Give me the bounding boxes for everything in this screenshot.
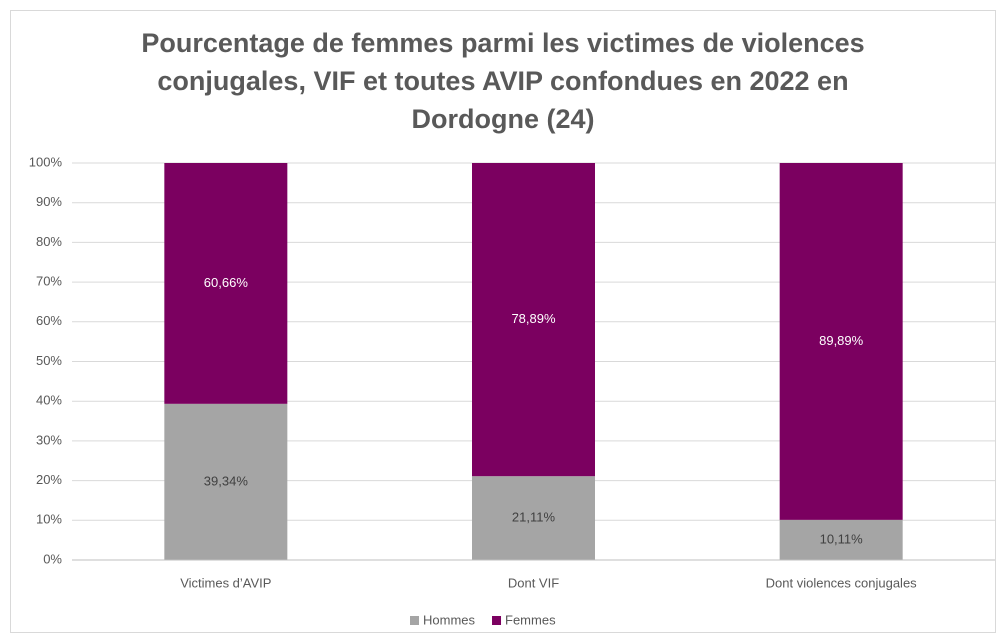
y-tick-label: 30% xyxy=(36,432,62,447)
bar-segment xyxy=(472,476,595,560)
data-label: 60,66% xyxy=(204,275,249,290)
y-tick-label: 60% xyxy=(36,313,62,328)
data-label: 10,11% xyxy=(820,531,864,546)
y-tick-label: 10% xyxy=(36,512,62,527)
bar-segment xyxy=(779,163,903,520)
y-tick-label: 100% xyxy=(29,154,63,169)
data-label: 78,89% xyxy=(511,311,556,326)
x-tick-label: Dont violences conjugales xyxy=(766,575,918,590)
y-tick-label: 20% xyxy=(36,472,62,487)
y-tick-label: 70% xyxy=(36,274,62,289)
data-label: 21,11% xyxy=(512,510,556,525)
data-label: 39,34% xyxy=(204,473,249,488)
x-tick-label: Dont VIF xyxy=(508,575,559,590)
chart-title: Pourcentage de femmes parmi les victimes… xyxy=(141,28,865,134)
y-tick-label: 80% xyxy=(36,234,62,249)
bar-segment xyxy=(164,163,288,404)
chart-border xyxy=(10,10,996,633)
bar-segment xyxy=(779,519,903,560)
y-tick-label: 90% xyxy=(36,194,62,209)
y-tick-label: 0% xyxy=(43,551,62,566)
data-label: 89,89% xyxy=(819,333,864,348)
y-tick-label: 40% xyxy=(36,393,62,408)
x-tick-label: Victimes d’AVIP xyxy=(180,575,271,590)
bar-segment xyxy=(164,403,288,560)
legend-swatch xyxy=(410,616,419,625)
bar-segment xyxy=(472,163,595,477)
legend-label: Hommes xyxy=(423,612,476,627)
legend-swatch xyxy=(492,616,502,625)
y-tick-label: 50% xyxy=(36,353,62,368)
legend-label: Femmes xyxy=(505,612,556,627)
